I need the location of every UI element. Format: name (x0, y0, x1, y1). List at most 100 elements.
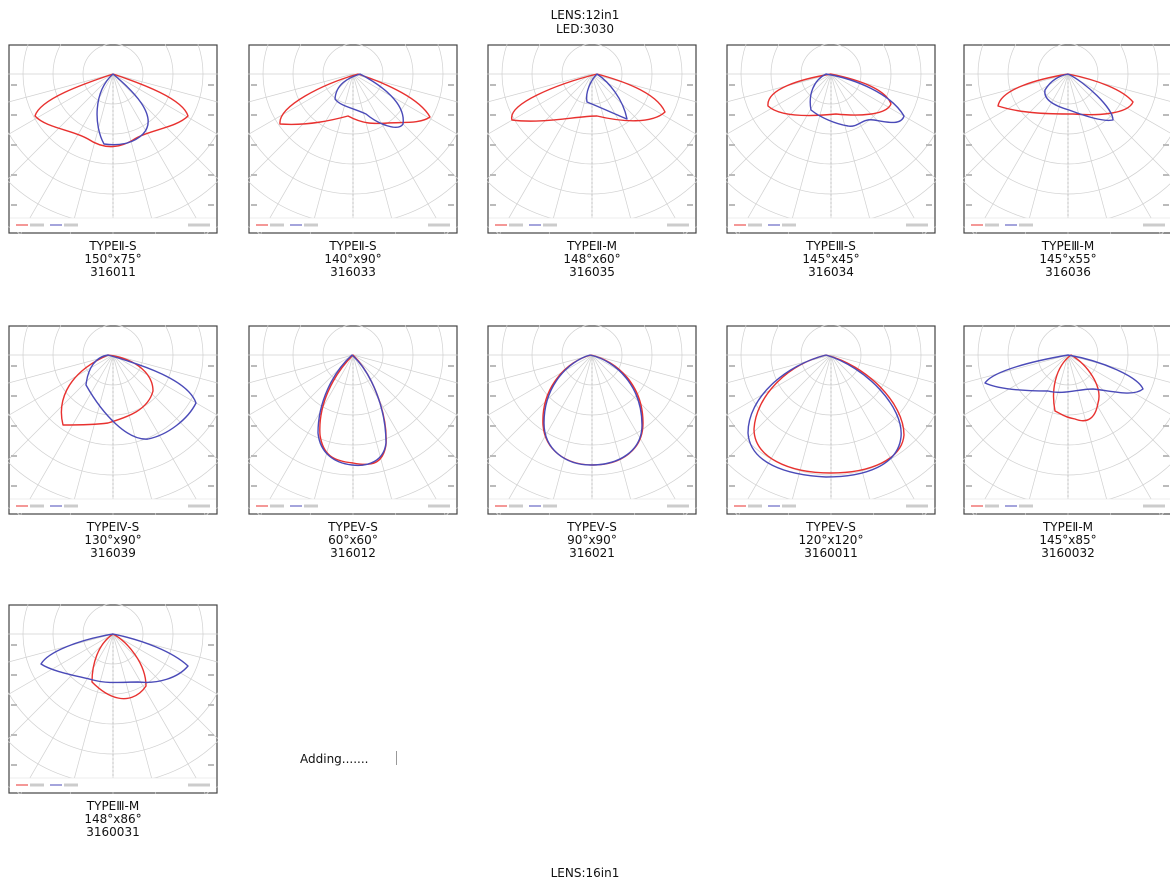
c90-curve (334, 73, 404, 128)
legend-c90-label (304, 223, 318, 227)
side-tick (490, 144, 496, 146)
side-tick (926, 425, 932, 427)
side-tick (208, 455, 214, 457)
side-tick (208, 395, 214, 397)
grid-ray (963, 354, 1069, 461)
grid-ray (112, 354, 206, 515)
beam-angle: 140°x90° (324, 252, 382, 266)
grid-ray (260, 73, 354, 234)
lens-type: TYPEⅡ-S (89, 239, 137, 253)
grid-ray (309, 354, 354, 515)
side-tick (966, 455, 972, 457)
panel-caption: TYPEⅡ-M 148°x60° 316035 (487, 240, 697, 279)
side-tick (1163, 365, 1169, 367)
side-tick (11, 764, 17, 766)
side-tick (729, 204, 735, 206)
c90-curve (984, 354, 1144, 394)
side-tick (11, 485, 17, 487)
c0-curve (279, 73, 431, 126)
polar-grid (8, 44, 218, 234)
legend-c0-label (748, 223, 762, 227)
side-tick (1163, 455, 1169, 457)
polar-grid (726, 325, 936, 515)
grid-ray (8, 354, 114, 384)
grid-ray (830, 73, 936, 180)
grid-ray (20, 354, 114, 515)
side-tick (208, 84, 214, 86)
polar-panel: TYPEⅡ-M 145°x85° 3160032 (963, 325, 1170, 560)
side-tick (490, 174, 496, 176)
polar-diagram (248, 44, 458, 234)
grid-ray (8, 633, 114, 740)
side-tick (251, 144, 257, 146)
grid-ray (830, 73, 936, 136)
grid-ray (112, 73, 218, 180)
grid-ray (112, 354, 157, 515)
grid-ray (963, 73, 1069, 103)
grid-ray (1067, 354, 1112, 515)
side-tick (966, 114, 972, 116)
grid-ray (591, 354, 697, 417)
side-tick (729, 174, 735, 176)
grid-ray (112, 633, 157, 794)
lens-type: TYPEⅡ-S (329, 239, 377, 253)
side-tick (251, 174, 257, 176)
side-tick (926, 395, 932, 397)
side-tick (687, 395, 693, 397)
legend-c90-label (543, 223, 557, 227)
legend-efficiency (428, 504, 450, 508)
c90-curve (747, 354, 902, 478)
side-tick (687, 114, 693, 116)
part-code: 316036 (1045, 265, 1091, 279)
lens-type: TYPEⅤ-S (567, 520, 617, 534)
side-tick (490, 455, 496, 457)
polar-diagram (487, 325, 697, 515)
side-tick (11, 84, 17, 86)
grid-ray (591, 73, 697, 103)
panel-caption: TYPEⅡ-M 145°x85° 3160032 (963, 521, 1170, 560)
grid-ray (112, 73, 157, 234)
grid-ray (1067, 73, 1170, 177)
grid-ray (352, 354, 446, 515)
panel-caption: TYPEⅡ-S 140°x90° 316033 (248, 240, 458, 279)
side-tick (926, 365, 932, 367)
lens-type: TYPEⅣ-S (86, 520, 140, 534)
c0-curve (91, 633, 147, 700)
grid-ray (963, 354, 1069, 417)
side-tick (11, 734, 17, 736)
side-tick (729, 485, 735, 487)
grid-ray (112, 73, 206, 234)
beam-angle: 145°x55° (1039, 252, 1097, 266)
part-code: 316034 (808, 265, 854, 279)
side-tick (490, 365, 496, 367)
legend-band (10, 499, 216, 513)
grid-ray (112, 633, 218, 740)
c0-curve (767, 73, 892, 117)
grid-ray (1067, 73, 1112, 234)
polar-panel: TYPEⅢ-M 145°x55° 316036 (963, 44, 1170, 279)
legend-c90-label (782, 223, 796, 227)
side-tick (11, 395, 17, 397)
side-tick (448, 485, 454, 487)
side-tick (687, 455, 693, 457)
grid-ray (591, 73, 685, 234)
side-tick (966, 365, 972, 367)
side-tick (966, 485, 972, 487)
grid-ray (787, 354, 832, 515)
grid-ray (738, 354, 832, 515)
part-code: 316011 (90, 265, 136, 279)
grid-ray (548, 354, 593, 515)
legend-efficiency (667, 504, 689, 508)
side-tick (11, 455, 17, 457)
legend-c90-label (64, 504, 78, 508)
side-tick (490, 84, 496, 86)
side-tick (966, 395, 972, 397)
panel-caption: TYPEⅢ-M 145°x55° 316036 (963, 240, 1170, 279)
polar-diagram (487, 44, 697, 234)
lens-type: TYPEⅡ-M (1042, 520, 1094, 534)
grid-ray (8, 73, 114, 180)
lens-type: TYPEⅢ-S (806, 239, 856, 253)
legend-c0-label (30, 504, 44, 508)
side-tick (1163, 144, 1169, 146)
grid-ray (726, 73, 832, 180)
